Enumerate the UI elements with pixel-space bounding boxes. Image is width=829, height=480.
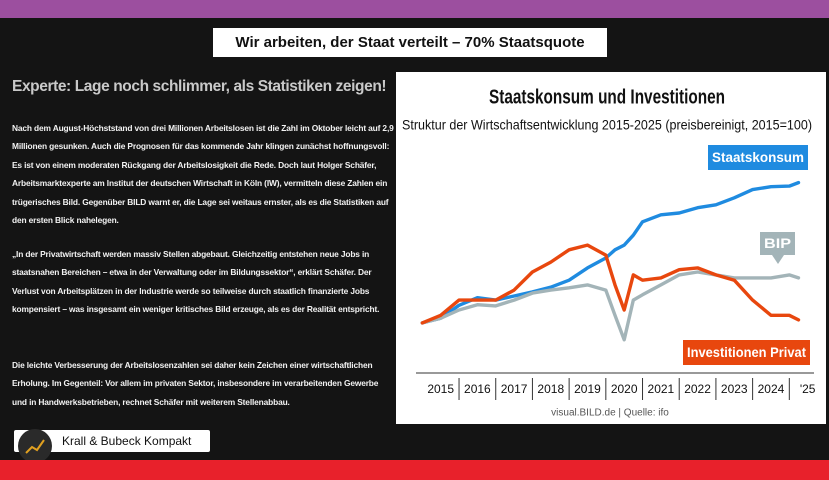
x-tick-label: 2019 — [574, 382, 601, 396]
legend-pointer — [772, 255, 784, 264]
legend-label: Investitionen Privat — [687, 344, 806, 360]
paragraph: Die leichte Verbesserung der Arbeitslose… — [12, 360, 379, 407]
channel-badge[interactable]: Krall & Bubeck Kompakt — [14, 429, 210, 463]
legend-label: BIP — [764, 235, 791, 251]
chart-background — [396, 72, 826, 424]
legend-box — [760, 232, 795, 255]
series-line — [420, 243, 801, 325]
x-tick-label: 2016 — [464, 382, 491, 396]
chart: Staatskonsum und Investitionen Struktur … — [396, 72, 826, 424]
legend-box — [708, 145, 808, 170]
avatar-icon — [25, 439, 45, 454]
series-line — [420, 270, 801, 342]
x-tick-label: 2024 — [758, 382, 785, 396]
x-tick-label: 2015 — [427, 382, 454, 396]
chart-title: Staatskonsum und Investitionen — [489, 86, 725, 108]
x-tick-label: 2022 — [684, 382, 711, 396]
channel-avatar — [18, 429, 52, 463]
paragraph: Nach dem August-Höchststand von drei Mil… — [12, 123, 394, 226]
x-tick-label: '25 — [800, 382, 816, 396]
article-heading: Experte: Lage noch schlimmer, als Statis… — [12, 78, 387, 95]
bottom-bar — [0, 460, 829, 480]
x-tick-label: 2017 — [501, 382, 528, 396]
channel-name: Krall & Bubeck Kompakt — [62, 434, 192, 448]
source: visual.BILD.de | Quelle: ifo — [551, 408, 669, 419]
x-tick-label: 2020 — [611, 382, 638, 396]
paragraph: „In der Privatwirtschaft werden massiv S… — [12, 249, 380, 315]
chart-subtitle: Struktur der Wirtschaftsentwicklung 2015… — [402, 117, 812, 133]
x-tick-label: 2023 — [721, 382, 748, 396]
legend-label: Staatskonsum — [712, 149, 804, 165]
headline: Wir arbeiten, der Staat verteilt – 70% S… — [213, 28, 607, 57]
x-tick-label: 2018 — [537, 382, 564, 396]
legend-box — [683, 340, 810, 365]
top-bar — [0, 0, 829, 18]
x-tick-label: 2021 — [648, 382, 675, 396]
